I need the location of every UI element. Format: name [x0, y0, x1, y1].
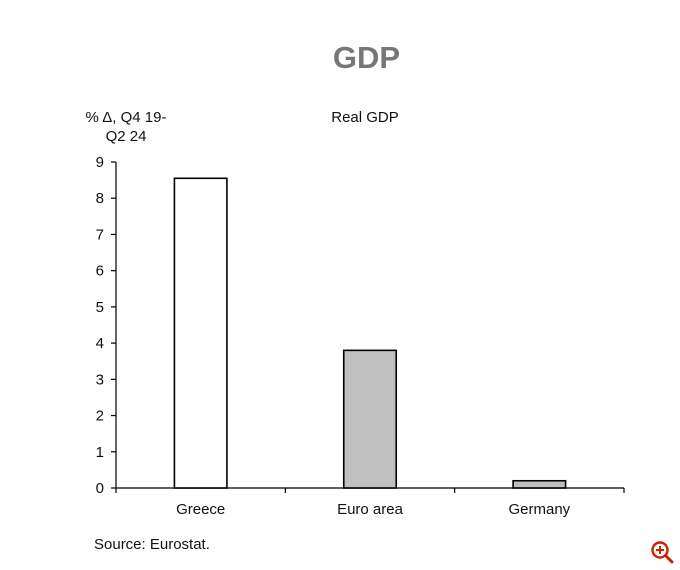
x-tick-label: Germany: [508, 501, 570, 518]
bar-euro-area: [342, 349, 398, 489]
zoom-in-button[interactable]: [649, 539, 675, 565]
chart-title: Real GDP: [331, 109, 399, 126]
page-title: GDP: [332, 40, 401, 75]
bar-germany: [512, 479, 567, 489]
source-note: Source: Eurostat.: [94, 536, 210, 553]
y-tick-label: 8: [96, 190, 104, 207]
zoom-in-icon: [651, 541, 674, 564]
y-tick-label: 4: [96, 335, 104, 352]
bars: [173, 177, 567, 489]
y-tick-label: 1: [96, 444, 104, 461]
y-axis: 0 1 2 3 4 5 6 7 8 9: [96, 154, 117, 497]
bar-greece: [173, 177, 228, 489]
y-tick-label: 2: [96, 408, 104, 425]
y-tick-label: 7: [96, 226, 104, 243]
y-tick-label: 6: [96, 263, 104, 280]
y-axis-label-line-1: % Δ, Q4 19-: [86, 109, 167, 126]
y-tick-label: 3: [96, 371, 104, 388]
x-tick-label: Greece: [176, 501, 225, 518]
y-tick-label: 5: [96, 299, 104, 316]
x-axis: Greece Euro area Germany: [115, 487, 625, 518]
x-tick-label: Euro area: [337, 501, 404, 518]
y-axis-label-line-2: Q2 24: [106, 128, 147, 145]
y-tick-label: 0: [96, 480, 104, 497]
y-tick-label: 9: [96, 154, 104, 171]
